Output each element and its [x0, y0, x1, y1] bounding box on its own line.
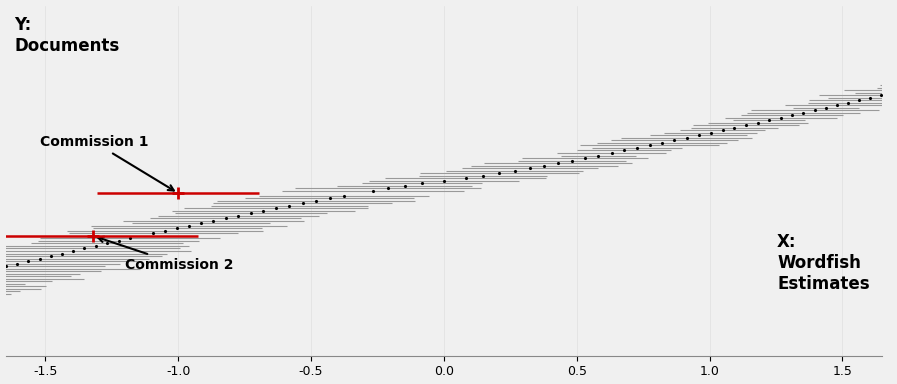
Text: X:
Wordfish
Estimates: X: Wordfish Estimates	[777, 233, 870, 293]
Text: Commission 2: Commission 2	[98, 237, 233, 271]
Text: Y:
Documents: Y: Documents	[14, 16, 119, 55]
Text: Commission 1: Commission 1	[40, 135, 174, 190]
